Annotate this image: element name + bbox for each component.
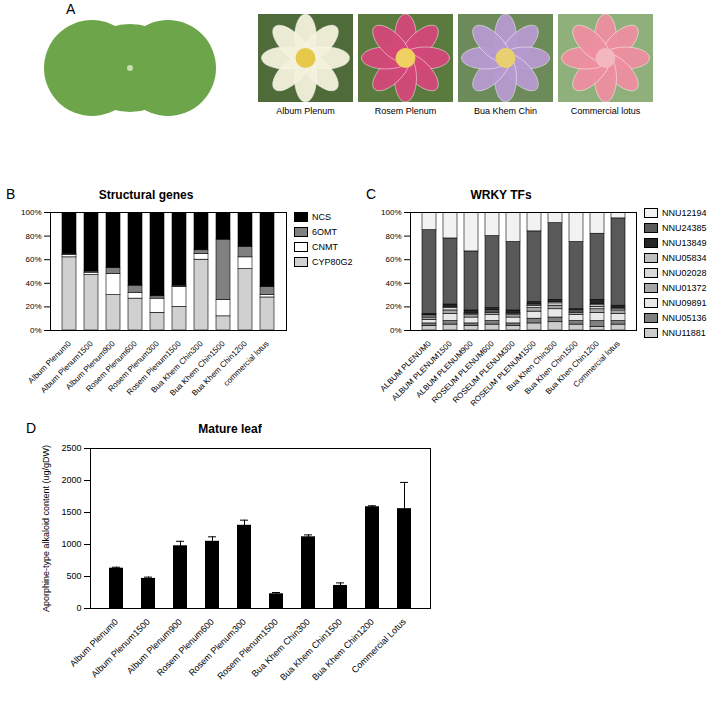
html-text:6OMT: 6OMT [312, 227, 337, 237]
html-text:NNU11881: NNU11881 [662, 328, 706, 338]
svg-text:Album Plenum: Album Plenum [276, 106, 335, 116]
svg-text:Album Plenum1500: Album Plenum1500 [39, 339, 95, 395]
svg-text:Rosem Plenum: Rosem Plenum [375, 106, 437, 116]
svg-text:Bua Khem Chin1500: Bua Khem Chin1500 [168, 339, 227, 398]
svg-text:0%: 0% [390, 326, 402, 335]
svg-text:Bua Khen Chin1200: Bua Khen Chin1200 [543, 339, 601, 397]
svg-text:Bua Khen Chin1500: Bua Khen Chin1500 [522, 339, 580, 397]
svg-text:A: A [66, 1, 76, 17]
html-text:B: B [6, 186, 16, 202]
svg-text:Bua Khem Chin300: Bua Khem Chin300 [250, 617, 312, 679]
svg-text:40%: 40% [385, 279, 401, 288]
svg-text:Rosem Plenum600: Rosem Plenum600 [84, 339, 139, 394]
svg-text:80%: 80% [385, 232, 401, 241]
html-text:C: C [366, 186, 377, 202]
html-text:NNU01372: NNU01372 [662, 283, 707, 293]
svg-text:Album Plenum0: Album Plenum0 [26, 339, 73, 386]
svg-text:2000: 2000 [61, 475, 81, 485]
html-text:CNMT: CNMT [312, 242, 338, 252]
svg-text:Commercial lotus: Commercial lotus [572, 339, 622, 389]
svg-text:Rosem Plenum300: Rosem Plenum300 [106, 339, 161, 394]
svg-text:Bua Khem Chin1200: Bua Khem Chin1200 [310, 617, 376, 683]
svg-text:ALBUM PLENUM1500: ALBUM PLENUM1500 [390, 339, 454, 403]
svg-text:60%: 60% [25, 255, 41, 264]
svg-text:500: 500 [66, 571, 81, 581]
svg-text:Bua Khem Chin1200: Bua Khem Chin1200 [190, 339, 249, 398]
html-text:CYP80G2: CYP80G2 [312, 257, 353, 267]
svg-text:ALBUM PLENUM0: ALBUM PLENUM0 [378, 339, 433, 394]
svg-text:ROSEUM PLENUM600: ROSEUM PLENUM600 [429, 339, 496, 405]
svg-text:Bua Khem Chin300: Bua Khem Chin300 [149, 339, 205, 395]
svg-text:80%: 80% [25, 232, 41, 241]
html-text:D: D [26, 420, 37, 436]
svg-text:Album Plenum900: Album Plenum900 [125, 617, 184, 676]
html-text:NCS: NCS [312, 212, 331, 222]
svg-text:Album Plenum1500: Album Plenum1500 [89, 617, 152, 680]
svg-text:20%: 20% [385, 302, 401, 311]
svg-text:2500: 2500 [61, 443, 81, 453]
html-text:WRKY TFs: WRKY TFs [470, 188, 532, 202]
html-text:Mature leaf: Mature leaf [198, 422, 262, 436]
html-text:NNU13849: NNU13849 [662, 238, 707, 248]
svg-text:100%: 100% [21, 208, 41, 217]
svg-text:100%: 100% [381, 208, 401, 217]
svg-text:0%: 0% [30, 326, 42, 335]
svg-text:Aporphine-type alkaloid conten: Aporphine-type alkaloid content (ug/gDW) [41, 445, 51, 612]
svg-text:ALBUM PLENUM900: ALBUM PLENUM900 [414, 339, 475, 400]
svg-text:Commercial lotus: Commercial lotus [571, 106, 641, 116]
html-text:NNU24385: NNU24385 [662, 223, 707, 233]
svg-text:Bua Khem Chin: Bua Khem Chin [474, 106, 537, 116]
svg-text:Bua Khen Chin300: Bua Khen Chin300 [504, 339, 559, 394]
svg-text:20%: 20% [25, 302, 41, 311]
svg-text:ROSEUM PLENUM1500: ROSEUM PLENUM1500 [468, 339, 538, 409]
svg-text:1000: 1000 [61, 539, 81, 549]
svg-text:Commercial Lotus: Commercial Lotus [350, 616, 409, 675]
svg-text:Rosem Plenum1500: Rosem Plenum1500 [125, 339, 183, 397]
svg-text:Rosem Plenum300: Rosem Plenum300 [187, 617, 248, 678]
svg-text:commercial lotus: commercial lotus [222, 339, 271, 388]
svg-text:0: 0 [76, 603, 81, 613]
svg-text:ROSEUM PLENUM300: ROSEUM PLENUM300 [450, 339, 517, 405]
html-text:Structural genes: Structural genes [98, 188, 194, 202]
svg-text:40%: 40% [25, 279, 41, 288]
html-text:NNU05834: NNU05834 [662, 253, 707, 263]
svg-text:Rosem Plenum1500: Rosem Plenum1500 [215, 617, 280, 682]
html-text:NNU02028: NNU02028 [662, 268, 707, 278]
html-text:NNU12194: NNU12194 [662, 208, 707, 218]
html-text:NNU09891: NNU09891 [662, 298, 707, 308]
svg-text:60%: 60% [385, 255, 401, 264]
svg-text:Album Plenum0: Album Plenum0 [67, 616, 120, 669]
svg-text:Rosem Plenum600: Rosem Plenum600 [155, 617, 216, 678]
svg-text:1500: 1500 [61, 507, 81, 517]
svg-text:Bua Khem Chin1500: Bua Khem Chin1500 [278, 617, 344, 683]
svg-text:Album Plenum900: Album Plenum900 [64, 339, 117, 392]
html-text:NNU05136: NNU05136 [662, 313, 707, 323]
